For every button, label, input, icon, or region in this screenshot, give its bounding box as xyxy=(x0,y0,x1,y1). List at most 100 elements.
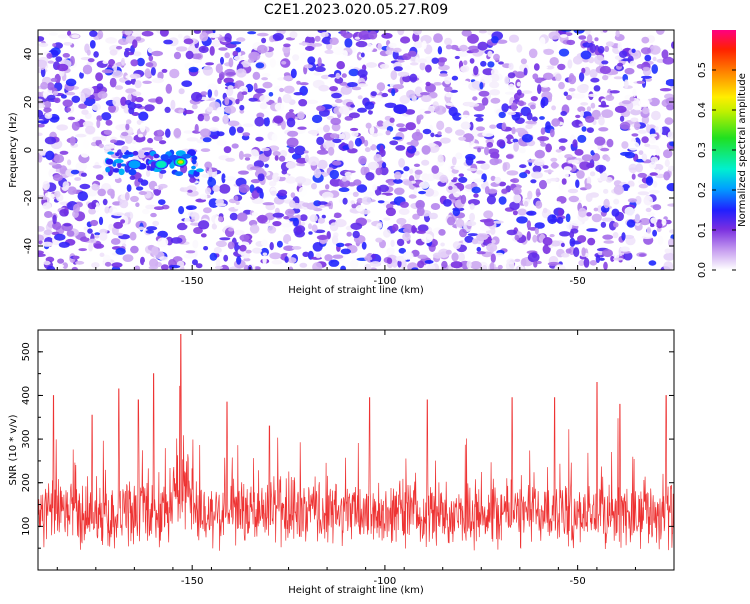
heatmap-cell xyxy=(472,96,478,101)
heatmap-cell xyxy=(667,131,674,140)
heatmap-cell xyxy=(414,169,423,175)
heatmap-cell xyxy=(603,188,609,194)
heatmap-cell xyxy=(219,184,231,194)
heatmap-cell xyxy=(185,50,194,60)
heatmap-y-axis-label: Frequency (Hz) xyxy=(8,112,19,188)
heatmap-cell xyxy=(288,266,294,270)
heatmap-cell xyxy=(430,203,441,210)
heatmap-cell xyxy=(278,155,286,162)
heatmap-cell xyxy=(446,216,456,226)
heatmap-cell xyxy=(486,195,496,205)
heatmap-cell xyxy=(610,255,615,262)
heatmap-cell xyxy=(231,143,239,149)
heatmap-cell xyxy=(489,124,497,129)
heatmap-cell xyxy=(501,188,508,194)
heatmap-cell xyxy=(350,200,355,205)
heatmap-cell xyxy=(126,119,132,125)
heatmap-cell xyxy=(364,147,371,153)
heatmap-cell xyxy=(467,233,479,237)
heatmap-cell xyxy=(534,149,545,159)
heatmap-cell xyxy=(399,201,409,208)
heatmap-cell xyxy=(288,147,295,154)
heatmap-cell xyxy=(526,210,537,216)
heatmap-cell xyxy=(638,183,649,189)
heatmap-cell xyxy=(629,60,636,67)
heatmap-cell xyxy=(445,102,455,106)
heatmap-cell xyxy=(369,261,382,267)
heatmap-cell xyxy=(38,103,46,109)
heatmap-cell xyxy=(621,141,629,149)
heatmap-cell xyxy=(462,133,474,143)
heatmap-cell xyxy=(112,161,117,167)
heatmap-cell xyxy=(135,96,144,103)
heatmap-cell xyxy=(516,216,528,224)
heatmap-cell xyxy=(272,122,278,128)
heatmap-cell xyxy=(259,102,268,110)
heatmap-cell xyxy=(588,93,598,97)
heatmap-cell xyxy=(38,253,46,257)
heatmap-cell xyxy=(214,265,223,270)
heatmap-cell xyxy=(409,62,419,66)
heatmap-cell xyxy=(516,44,523,53)
heatmap-cell xyxy=(338,187,350,192)
heatmap-cell xyxy=(89,30,98,37)
heatmap-cell xyxy=(165,128,171,138)
heatmap-cell xyxy=(291,246,302,250)
heatmap-cell xyxy=(233,229,245,236)
heatmap-cell xyxy=(645,207,652,213)
heatmap-cell xyxy=(396,217,407,225)
heatmap-cell xyxy=(289,200,296,208)
heatmap-cell xyxy=(199,32,209,42)
heatmap-cell xyxy=(561,178,567,185)
heatmap-cell xyxy=(385,130,391,136)
heatmap-cell xyxy=(213,246,222,254)
heatmap-cell xyxy=(412,30,422,36)
heatmap-cell xyxy=(139,122,146,133)
heatmap-cell xyxy=(512,194,522,204)
heatmap-cell xyxy=(497,264,503,270)
heatmap-cell xyxy=(243,258,251,262)
heatmap-cell xyxy=(256,112,265,119)
heatmap-cell xyxy=(392,84,404,90)
heatmap-cell xyxy=(558,183,564,191)
heatmap-cell xyxy=(255,88,266,94)
heatmap-cell xyxy=(72,255,80,260)
heatmap-cell xyxy=(256,188,263,194)
heatmap-cell xyxy=(116,45,123,50)
heatmap-cell xyxy=(471,238,479,245)
heatmap-cell xyxy=(91,184,100,191)
heatmap-cell xyxy=(390,239,395,248)
heatmap-y-tick-label: 40 xyxy=(23,48,34,61)
heatmap-cell xyxy=(281,169,288,175)
heatmap-cell xyxy=(634,213,641,223)
heatmap-cell xyxy=(426,264,436,270)
heatmap-cell xyxy=(130,245,139,254)
heatmap-cell xyxy=(153,135,163,142)
heatmap-cell xyxy=(613,198,620,205)
heatmap-cell xyxy=(537,136,549,142)
heatmap-cell xyxy=(121,57,125,66)
heatmap-cell xyxy=(42,202,52,210)
heatmap-cell xyxy=(95,72,103,82)
heatmap-cell xyxy=(178,206,185,215)
heatmap-cell xyxy=(558,48,570,57)
heatmap-cell xyxy=(667,203,674,207)
heatmap-cell xyxy=(601,217,614,222)
heatmap-cell xyxy=(71,266,78,270)
heatmap-cell xyxy=(666,104,674,111)
heatmap-cell xyxy=(648,161,657,169)
heatmap-cell xyxy=(286,137,299,148)
heatmap-cell xyxy=(335,242,345,248)
heatmap-cell xyxy=(496,139,506,148)
heatmap-cell xyxy=(452,241,461,250)
heatmap-cell xyxy=(392,178,403,184)
heatmap-cell xyxy=(216,106,225,116)
heatmap-cell xyxy=(185,250,196,254)
heatmap-cell xyxy=(594,136,606,146)
heatmap-cell xyxy=(285,161,297,170)
heatmap-cell xyxy=(550,149,556,156)
heatmap-cell xyxy=(532,73,539,80)
heatmap-cell xyxy=(498,111,506,119)
heatmap-cell xyxy=(131,112,140,116)
